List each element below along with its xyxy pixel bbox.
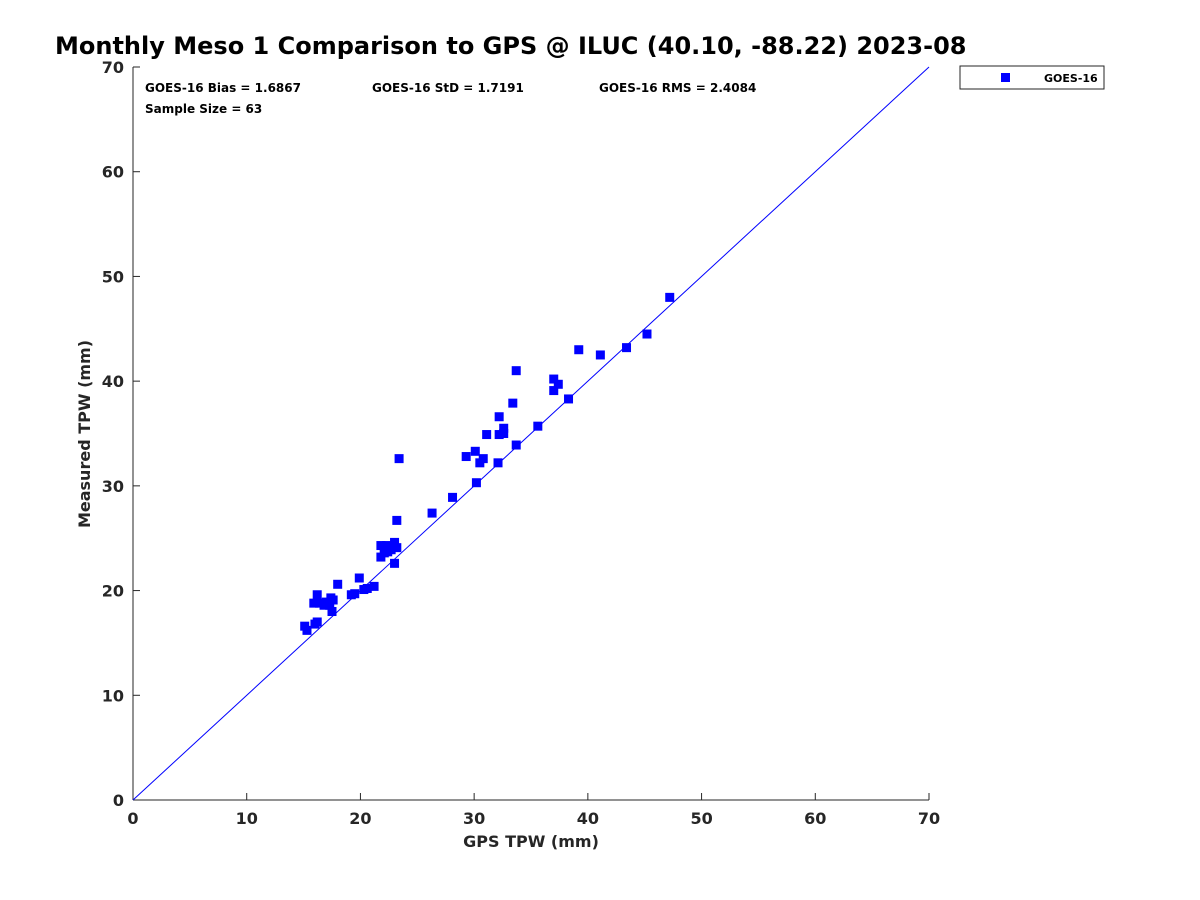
data-point (595, 350, 605, 360)
y-axis-label: Measured TPW (mm) (75, 340, 94, 528)
std-stat: GOES-16 StD = 1.7191 (372, 81, 524, 95)
data-point (533, 421, 543, 431)
data-point (327, 607, 337, 617)
data-point (392, 543, 402, 553)
data-point (312, 617, 322, 627)
data-point (312, 590, 322, 600)
data-point (302, 625, 312, 635)
chart-title: Monthly Meso 1 Comparison to GPS @ ILUC … (55, 32, 966, 60)
legend-marker (1001, 73, 1010, 82)
data-point (511, 440, 521, 450)
data-point (511, 366, 521, 376)
data-point (642, 329, 652, 339)
data-point (314, 598, 324, 608)
data-point (390, 537, 400, 547)
data-point (328, 595, 338, 605)
x-tick-label: 40 (577, 809, 599, 828)
data-point (392, 515, 402, 525)
data-point (461, 452, 471, 462)
sample-size-stat: Sample Size = 63 (145, 102, 262, 116)
data-point (325, 600, 335, 610)
rms-stat: GOES-16 RMS = 2.4084 (599, 81, 756, 95)
y-tick-label: 0 (113, 791, 124, 810)
y-tick-label: 70 (102, 58, 124, 77)
data-point (499, 423, 509, 433)
data-point (333, 579, 343, 589)
y-tick-label: 20 (102, 582, 124, 601)
x-tick-label: 60 (804, 809, 826, 828)
legend-label: GOES-16 (1044, 72, 1098, 85)
goes16-points (300, 292, 675, 635)
data-point (494, 412, 504, 422)
y-tick-label: 10 (102, 686, 124, 705)
data-point (622, 343, 632, 353)
legend-box (959, 65, 1105, 90)
data-point (564, 394, 574, 404)
data-point (482, 430, 492, 440)
y-ticks: 0 10 20 30 40 50 60 70 (102, 58, 140, 810)
data-point (470, 446, 480, 456)
data-point (549, 386, 559, 396)
data-point (493, 458, 503, 468)
y-tick-label: 50 (102, 267, 124, 286)
data-point (369, 581, 379, 591)
legend: GOES-16 (959, 65, 1105, 90)
data-point (508, 398, 518, 408)
data-point (394, 454, 404, 464)
data-point (448, 492, 458, 502)
one-to-one-line (132, 66, 930, 801)
data-point (471, 478, 481, 488)
y-tick-label: 30 (102, 477, 124, 496)
y-tick-label: 40 (102, 372, 124, 391)
x-tick-label: 20 (349, 809, 371, 828)
data-point (354, 573, 364, 583)
data-point (350, 589, 360, 599)
x-tick-label: 70 (918, 809, 940, 828)
axes-frame (132, 67, 929, 801)
data-point (549, 374, 559, 384)
x-tick-label: 30 (463, 809, 485, 828)
x-axis-label: GPS TPW (mm) (463, 832, 599, 851)
data-point (499, 429, 509, 438)
x-ticks: 0 10 20 30 40 50 60 70 (127, 793, 940, 828)
data-point (309, 598, 319, 608)
data-point (390, 558, 400, 568)
bias-stat: GOES-16 Bias = 1.6867 (145, 81, 301, 95)
x-tick-label: 10 (236, 809, 258, 828)
y-tick-label: 60 (102, 163, 124, 182)
data-point (427, 508, 437, 518)
data-point (494, 430, 504, 440)
x-tick-label: 50 (690, 809, 712, 828)
x-tick-label: 0 (127, 809, 138, 828)
data-point (553, 379, 563, 389)
data-point (478, 454, 488, 464)
data-point (665, 292, 675, 302)
data-point (362, 583, 372, 593)
data-point (574, 345, 584, 355)
